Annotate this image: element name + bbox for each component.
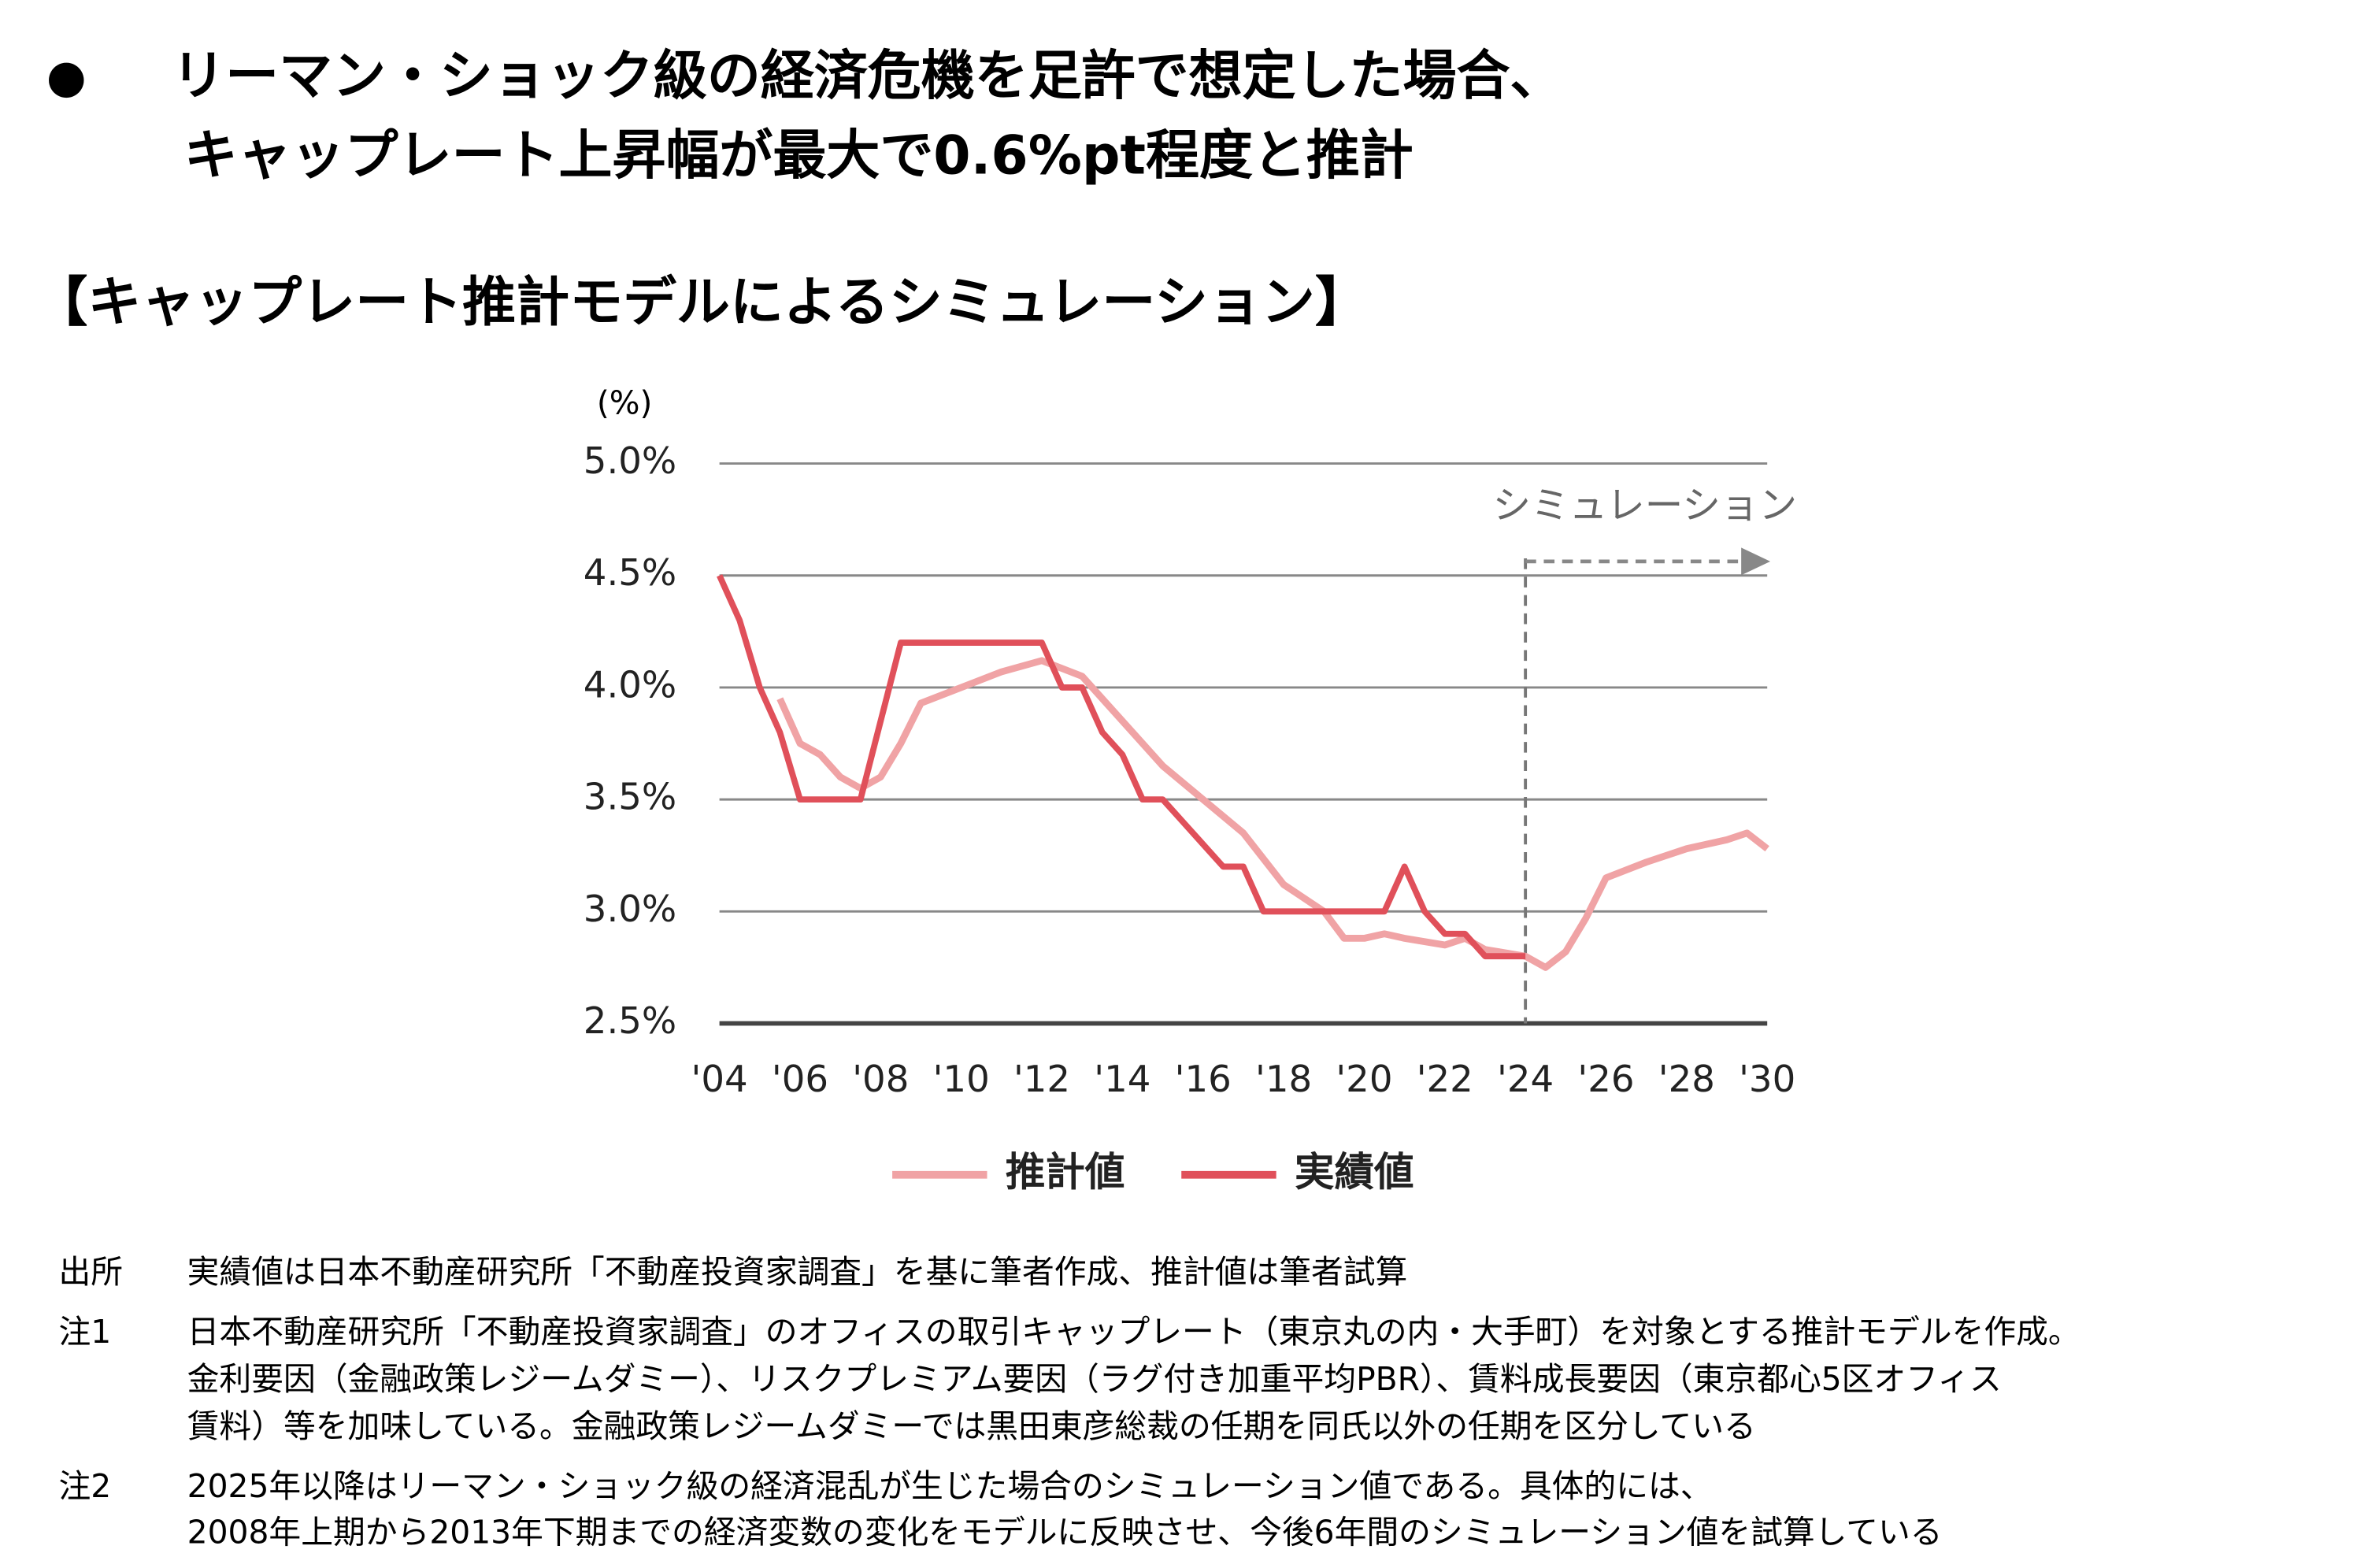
arrow-head <box>1741 547 1771 576</box>
y-tick-label: 4.0% <box>584 663 676 706</box>
x-tick-label: '26 <box>1577 1058 1634 1100</box>
x-tick-label: '04 <box>691 1058 748 1100</box>
note-text: 2008年上期から2013年下期までの経済変数の変化をモデルに反映させ、今後6年… <box>187 1513 1943 1551</box>
y-tick-label: 4.5% <box>584 551 676 594</box>
note-text: 金利要因（金融政策レジームダミー）、リスクプレミアム要因（ラグ付き加重平均PBR… <box>187 1360 2002 1398</box>
section-title: 【キャップレート推計モデルによるシミュレーション】 <box>34 272 1368 334</box>
x-tick-label: '16 <box>1175 1058 1232 1100</box>
x-tick-label: '08 <box>852 1058 909 1100</box>
x-tick-label: '30 <box>1739 1058 1795 1100</box>
legend-label: 実績値 <box>1295 1148 1414 1195</box>
series-line <box>717 574 1526 960</box>
simulation-label: シミュレーション <box>1493 484 1797 528</box>
x-tick-label: '24 <box>1497 1058 1554 1100</box>
y-tick-label: 2.5% <box>584 999 676 1042</box>
y-tick-label: 3.0% <box>584 888 676 930</box>
y-tick-label: 3.5% <box>584 776 676 818</box>
note-label: 注2 <box>58 1467 111 1505</box>
x-tick-label: '22 <box>1417 1058 1473 1100</box>
x-tick-label: '12 <box>1013 1058 1070 1100</box>
x-tick-label: '20 <box>1336 1058 1392 1100</box>
y-tick-label: 5.0% <box>584 439 676 482</box>
series-line <box>776 657 1769 971</box>
legend-label: 推計値 <box>1006 1148 1125 1195</box>
x-tick-label: '14 <box>1094 1058 1150 1100</box>
x-tick-label: '28 <box>1658 1058 1715 1100</box>
x-tick-label: '18 <box>1255 1058 1312 1100</box>
y-unit: (%) <box>597 384 653 422</box>
x-tick-label: '06 <box>772 1058 828 1100</box>
headline: キャップレート上昇幅が最大で0.6%pt程度と推計 <box>184 125 1414 187</box>
note-label: 注1 <box>58 1313 111 1351</box>
note-text: 賃料）等を加味している。金融政策レジームダミーでは黒田東彦総裁の任期を同氏以外の… <box>187 1407 1756 1445</box>
bullet: ● <box>46 50 87 103</box>
x-tick-label: '10 <box>933 1058 990 1100</box>
note-text: 2025年以降はリーマン・ショック級の経済混乱が生じた場合のシミュレーション値で… <box>187 1467 1713 1505</box>
headline: リーマン・ショック級の経済危機を足許で想定した場合、 <box>172 46 1563 108</box>
note-label: 出所 <box>58 1253 123 1291</box>
note-text: 日本不動産研究所「不動産投資家調査」のオフィスの取引キャップレート（東京丸の内・… <box>187 1313 2080 1351</box>
note-text: 実績値は日本不動産研究所「不動産投資家調査」を基に筆者作成、推計値は筆者試算 <box>187 1253 1408 1291</box>
